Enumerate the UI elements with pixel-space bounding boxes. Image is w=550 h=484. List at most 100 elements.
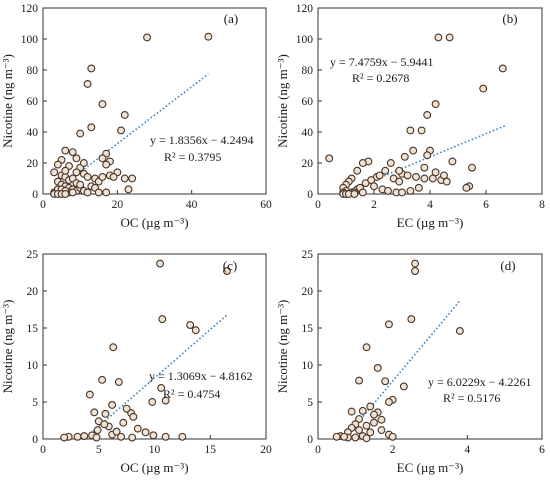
data-point bbox=[61, 190, 70, 198]
y-tick-label: 60 bbox=[27, 96, 39, 108]
data-point bbox=[409, 146, 418, 155]
data-point bbox=[109, 343, 118, 352]
x-tick-label: 4 bbox=[427, 199, 433, 211]
data-point bbox=[479, 84, 488, 93]
x-tick-label: 6 bbox=[483, 199, 489, 211]
data-point bbox=[143, 33, 152, 42]
y-tick-label: 100 bbox=[21, 34, 39, 46]
x-tick-label: 20 bbox=[260, 444, 272, 456]
data-point bbox=[101, 409, 110, 418]
y-tick-label: 15 bbox=[302, 323, 314, 335]
data-point bbox=[386, 159, 395, 167]
data-point bbox=[79, 159, 88, 167]
data-point bbox=[370, 418, 378, 427]
data-point bbox=[367, 176, 376, 185]
data-point bbox=[85, 390, 94, 399]
data-point bbox=[114, 378, 123, 386]
data-point bbox=[370, 182, 378, 191]
x-tick-label: 4 bbox=[464, 444, 470, 456]
data-point bbox=[98, 375, 107, 384]
regression-equation: y = 6.0229x − 4.2261 bbox=[428, 375, 532, 389]
data-point bbox=[417, 126, 426, 135]
y-tick-label: 120 bbox=[21, 3, 39, 15]
data-point bbox=[355, 376, 364, 385]
x-tick-label: 0 bbox=[315, 199, 321, 211]
data-point bbox=[498, 64, 507, 73]
plot-frame bbox=[317, 7, 543, 195]
data-point bbox=[72, 168, 81, 177]
data-point bbox=[61, 146, 70, 155]
trend-line bbox=[341, 124, 506, 195]
data-point bbox=[353, 166, 362, 175]
regression-equation: y = 1.3069x − 4.8162 bbox=[149, 369, 253, 383]
y-tick-label: 0 bbox=[307, 434, 313, 446]
y-tick-label: 20 bbox=[27, 158, 39, 170]
y-tick-label: 60 bbox=[302, 96, 314, 108]
data-point bbox=[87, 123, 96, 132]
data-point bbox=[161, 396, 170, 405]
data-point bbox=[60, 433, 69, 442]
data-point bbox=[73, 432, 82, 441]
x-tick-label: 40 bbox=[186, 199, 198, 211]
data-point bbox=[398, 188, 406, 197]
data-point bbox=[158, 315, 167, 324]
data-point bbox=[381, 166, 390, 175]
plot-frame bbox=[317, 253, 543, 440]
y-tick-label: 100 bbox=[296, 34, 314, 46]
y-tick-label: 40 bbox=[27, 127, 39, 139]
x-tick-label: 10 bbox=[149, 444, 161, 456]
x-axis-label: EC (µg m⁻³) bbox=[397, 215, 464, 230]
data-point bbox=[440, 171, 448, 180]
data-point bbox=[414, 183, 423, 192]
data-point bbox=[76, 129, 85, 138]
data-point bbox=[423, 110, 432, 119]
x-tick-label: 2 bbox=[390, 444, 396, 456]
data-point bbox=[350, 190, 359, 198]
data-point bbox=[434, 33, 443, 42]
y-tick-label: 40 bbox=[302, 127, 314, 139]
data-point bbox=[98, 173, 107, 181]
data-point bbox=[83, 173, 92, 181]
data-point bbox=[366, 428, 375, 437]
data-point bbox=[403, 171, 412, 180]
data-point bbox=[83, 188, 92, 197]
data-point bbox=[119, 418, 128, 427]
y-tick-label: 15 bbox=[27, 323, 39, 335]
data-point bbox=[161, 432, 170, 441]
data-point bbox=[358, 188, 367, 197]
data-point bbox=[50, 168, 59, 177]
data-point bbox=[83, 79, 92, 88]
data-point bbox=[358, 406, 367, 415]
data-point bbox=[94, 188, 103, 197]
data-point bbox=[395, 177, 404, 186]
data-point bbox=[445, 33, 454, 42]
data-point bbox=[375, 171, 384, 180]
data-point bbox=[98, 100, 107, 109]
y-tick-label: 0 bbox=[307, 189, 313, 201]
x-tick-label: 0 bbox=[315, 444, 321, 456]
y-axis-label: Nicotine (ng m⁻³) bbox=[0, 300, 15, 394]
data-point bbox=[384, 320, 393, 329]
data-point bbox=[468, 163, 476, 172]
data-point bbox=[406, 186, 415, 195]
data-point bbox=[399, 382, 408, 391]
data-point bbox=[384, 186, 392, 195]
y-tick-label: 80 bbox=[302, 65, 314, 77]
regression-equation: y = 7.4759x − 5.9441 bbox=[330, 55, 434, 69]
trend-line bbox=[345, 300, 461, 438]
data-point bbox=[117, 432, 126, 441]
y-axis-label: Nicotine (ng m⁻³) bbox=[0, 54, 15, 148]
y-tick-label: 120 bbox=[296, 3, 314, 15]
x-axis-label: OC (µg m⁻³) bbox=[120, 460, 188, 475]
plot-frame bbox=[42, 7, 267, 195]
panel-c: 0 5 10 15 20 0 5 10 15 20 25 OC (µg m⁻³) Nicotine (n… bbox=[0, 249, 272, 475]
x-axis-label: OC (µg m⁻³) bbox=[120, 215, 188, 230]
panel-label: (a) bbox=[224, 11, 238, 26]
data-point bbox=[412, 173, 420, 181]
data-point bbox=[87, 64, 96, 73]
data-point bbox=[223, 267, 231, 275]
r-squared: R² = 0.3795 bbox=[164, 150, 221, 164]
data-point bbox=[102, 188, 111, 197]
data-point bbox=[102, 160, 111, 169]
